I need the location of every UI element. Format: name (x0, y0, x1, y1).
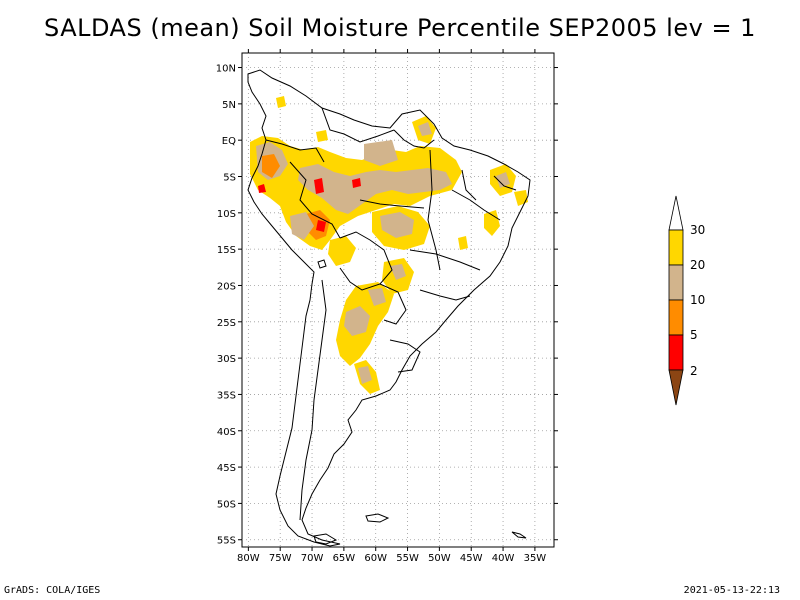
shade-orange-peru (262, 154, 280, 178)
colorbar-20-30 (668, 229, 684, 266)
x-tick-label: 75W (269, 553, 292, 564)
colorbar-label-10: 10 (690, 293, 705, 307)
y-tick-label: 25S (217, 318, 236, 329)
border-brazil-states-4 (419, 289, 471, 301)
footer-timestamp: 2021-05-13-22:13 (683, 585, 780, 596)
y-tick-label: 20S (217, 281, 236, 292)
gridlines (242, 53, 554, 547)
y-tick-label: 15S (217, 245, 236, 256)
colorbar-5-10 (668, 299, 684, 336)
y-tick-label: 50S (217, 499, 236, 510)
axis-ticks: 80W 75W 70W 65W 60W 55W 50W 45W 40W 35W 10N 5N EQ 5S 1… (216, 49, 558, 564)
shade-yellow-bahia (484, 210, 500, 236)
shade-red-acre (316, 220, 326, 232)
border-uruguay (389, 339, 421, 373)
shade-yellow-scatter-2 (458, 236, 468, 250)
shade-tan-chaco (344, 306, 370, 336)
y-tick-label: 30S (217, 354, 236, 365)
x-tick-label: 80W (237, 553, 260, 564)
y-tick-label: 45S (217, 463, 236, 474)
shade-tan-pantanal (390, 264, 406, 280)
shade-red-small-amazon (352, 178, 361, 188)
border-brazil-states-2 (451, 189, 501, 221)
x-tick-label: 55W (396, 553, 419, 564)
tierra-del-fuego (313, 533, 338, 545)
shade-tan-amazon-band (298, 164, 452, 214)
x-tick-label: 40W (492, 553, 515, 564)
shade-red-peru (258, 184, 266, 193)
x-tick-label: 50W (428, 553, 451, 564)
shade-tan-pampas (358, 366, 372, 384)
falkland-islands (365, 513, 390, 523)
border-argentina-chile (299, 279, 327, 521)
y-tick-label: 35S (217, 390, 236, 401)
x-tick-label: 65W (333, 553, 356, 564)
border-brazil-states-5 (359, 199, 425, 209)
shade-tan-manaus (364, 140, 398, 166)
x-tick-label: 70W (301, 553, 324, 564)
colorbar-above-30 (668, 195, 684, 231)
x-tick-label: 35W (524, 553, 547, 564)
border-brazil-states-6 (461, 169, 477, 201)
border-guyana (393, 129, 435, 149)
south-georgia (511, 531, 527, 539)
border-brazil-states-1 (427, 149, 441, 271)
y-tick-label: 40S (217, 427, 236, 438)
shade-yellow-bolivia (328, 236, 356, 266)
colorbar-label-5: 5 (690, 328, 698, 342)
continent-outline (247, 69, 531, 547)
coastlines-and-borders (247, 69, 531, 547)
colorbar-label-2: 2 (690, 364, 698, 378)
colorbar-2-5 (668, 334, 684, 371)
footer-credit: GrADS: COLA/IGES (4, 585, 101, 596)
x-tick-label: 45W (460, 553, 483, 564)
colorbar-below-2 (668, 369, 684, 406)
colorbar-label-30: 30 (690, 223, 705, 237)
colorbar: 30 20 10 5 2 (668, 195, 705, 406)
shade-tan-bolivia-north (290, 212, 314, 240)
shade-tan-mato-grosso (380, 212, 414, 238)
y-tick-label: 5N (222, 100, 236, 111)
colorbar-label-20: 20 (690, 258, 705, 272)
border-bolivia (339, 231, 393, 291)
shade-tan-paraguay (368, 288, 386, 306)
shade-red-amazon (314, 178, 324, 194)
border-colombia (265, 139, 325, 163)
y-tick-label: 10S (217, 209, 236, 220)
border-brazil-states-3 (409, 249, 481, 271)
border-paraguay (379, 283, 407, 325)
soil-moisture-shading (250, 96, 528, 394)
border-venezuela (321, 107, 395, 143)
map-frame (241, 52, 555, 548)
x-tick-label: 60W (364, 553, 387, 564)
shade-tan-northeast (496, 172, 510, 188)
shade-tan-guianas (418, 122, 432, 136)
y-tick-label: 5S (223, 173, 236, 184)
map-title: SALDAS (mean) Soil Moisture Percentile S… (44, 14, 756, 42)
y-tick-label: EQ (222, 136, 236, 147)
y-tick-label: 55S (217, 536, 236, 547)
lake-titicaca (317, 259, 327, 269)
border-peru-brazil (289, 161, 341, 239)
shade-yellow-scatter-3 (316, 130, 328, 142)
y-tick-label: 10N (216, 64, 236, 75)
border-brazil-states-7 (493, 175, 517, 191)
colorbar-10-20 (668, 264, 684, 301)
shade-yellow-scatter-1 (276, 96, 286, 108)
